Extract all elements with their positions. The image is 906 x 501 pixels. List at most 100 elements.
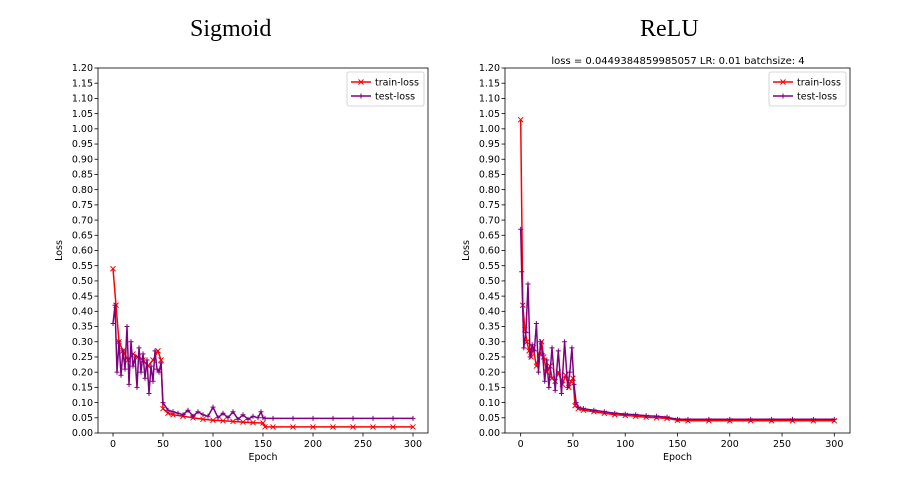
relu-x-tick-label: 200 xyxy=(721,439,739,450)
sigmoid-point-test-loss xyxy=(258,409,264,415)
relu-point-test-loss xyxy=(769,416,775,422)
sigmoid-panel-title: Sigmoid xyxy=(190,16,272,42)
relu-y-tick-label: 0.85 xyxy=(479,170,500,181)
sigmoid-y-tick-label: 0.25 xyxy=(72,352,93,363)
sigmoid-point-train-loss xyxy=(160,405,166,412)
sigmoid-point-test-loss xyxy=(130,363,136,369)
relu-point-test-loss xyxy=(664,414,670,420)
sigmoid-y-tick-label: 0.45 xyxy=(72,291,93,302)
sigmoid-point-test-loss xyxy=(200,412,206,418)
sigmoid-y-tick-label: 0.40 xyxy=(72,307,93,318)
sigmoid-y-tick-label: 0.20 xyxy=(72,367,93,378)
relu-y-tick-label: 0.65 xyxy=(479,230,500,241)
sigmoid-point-test-loss xyxy=(370,415,376,421)
sigmoid-point-test-loss xyxy=(114,369,120,375)
relu-x-tick-label: 300 xyxy=(825,439,843,450)
relu-legend-box xyxy=(768,71,847,107)
sigmoid-point-train-loss xyxy=(250,419,256,426)
sigmoid-point-train-loss xyxy=(158,357,164,363)
sigmoid-y-tick-label: 0.30 xyxy=(72,337,93,348)
sigmoid-legend-label-train-loss: train-loss xyxy=(375,77,419,88)
sigmoid-y-axis-label: Loss xyxy=(54,240,65,261)
relu-point-test-loss xyxy=(540,351,546,357)
relu-point-test-loss xyxy=(643,413,649,419)
sigmoid-point-test-loss xyxy=(180,412,186,418)
sigmoid-x-tick-label: 50 xyxy=(157,439,169,450)
relu-y-tick-label: 1.05 xyxy=(479,109,500,120)
relu-point-test-loss xyxy=(531,348,537,354)
relu-point-test-loss xyxy=(555,348,561,354)
relu-point-test-loss xyxy=(612,410,618,416)
sigmoid-point-train-loss xyxy=(270,424,276,430)
relu-x-tick-label: 150 xyxy=(668,439,686,450)
sigmoid-point-train-loss xyxy=(310,424,316,430)
sigmoid-point-test-loss xyxy=(128,339,134,345)
sigmoid-point-test-loss xyxy=(144,357,150,363)
relu-legend-label-train-loss: train-loss xyxy=(797,77,841,88)
sigmoid-point-train-loss xyxy=(155,348,161,354)
relu-point-test-loss xyxy=(601,409,607,415)
sigmoid-y-tick-label: 0.00 xyxy=(72,428,93,439)
sigmoid-x-tick-label: 200 xyxy=(304,439,322,450)
relu-point-test-loss xyxy=(529,342,535,348)
relu-point-test-loss xyxy=(591,407,597,413)
sigmoid-point-test-loss xyxy=(255,415,261,421)
sigmoid-point-test-loss xyxy=(225,415,231,421)
relu-x-tick-label: 250 xyxy=(773,439,791,450)
sigmoid-x-tick-label: 100 xyxy=(204,439,222,450)
sigmoid-point-test-loss xyxy=(175,410,181,416)
relu-y-tick-label: 0.60 xyxy=(479,246,500,257)
sigmoid-point-test-loss xyxy=(138,369,144,375)
relu-y-tick-label: 0.10 xyxy=(479,398,500,409)
relu-point-test-loss xyxy=(569,345,575,351)
sigmoid-point-test-loss xyxy=(165,407,171,413)
relu-point-test-loss xyxy=(565,384,571,390)
relu-point-test-loss xyxy=(552,387,558,393)
sigmoid-x-tick-label: 300 xyxy=(404,439,422,450)
sigmoid-point-test-loss xyxy=(230,409,236,415)
relu-point-test-loss xyxy=(533,321,539,326)
relu-y-tick-label: 0.30 xyxy=(479,337,500,348)
sigmoid-x-axis-label: Epoch xyxy=(248,452,277,463)
relu-point-test-loss xyxy=(633,412,639,418)
sigmoid-y-tick-label: 0.50 xyxy=(72,276,93,287)
sigmoid-point-train-loss xyxy=(262,424,268,430)
relu-point-test-loss xyxy=(575,404,581,410)
relu-y-tick-label: 0.95 xyxy=(479,139,500,150)
sigmoid-y-tick-label: 0.90 xyxy=(72,154,93,165)
sigmoid-point-train-loss xyxy=(165,410,171,417)
sigmoid-point-train-loss xyxy=(170,411,176,418)
relu-point-test-loss xyxy=(523,330,529,336)
sigmoid-y-tick-label: 1.15 xyxy=(72,78,93,89)
relu-legend-marker-test-loss xyxy=(780,93,786,99)
relu-x-tick-label: 0 xyxy=(518,439,524,450)
relu-point-test-loss xyxy=(521,345,527,351)
relu-x-axis-label: Epoch xyxy=(663,452,692,463)
relu-point-test-loss xyxy=(685,416,691,422)
relu-point-train-loss xyxy=(517,116,524,123)
sigmoid-y-tick-label: 1.00 xyxy=(72,124,93,135)
sigmoid-point-test-loss xyxy=(250,413,256,419)
relu-point-test-loss xyxy=(558,390,564,396)
sigmoid-point-test-loss xyxy=(330,415,336,421)
relu-point-test-loss xyxy=(573,400,579,406)
relu-y-tick-label: 0.70 xyxy=(479,215,500,226)
sigmoid-legend-marker-test-loss xyxy=(358,93,364,99)
relu-point-test-loss xyxy=(535,369,541,375)
sigmoid-point-train-loss xyxy=(350,424,356,430)
sigmoid-point-test-loss xyxy=(350,415,356,421)
sigmoid-legend-label-test-loss: test-loss xyxy=(375,91,415,102)
relu-point-test-loss xyxy=(527,354,533,360)
sigmoid-point-test-loss xyxy=(146,390,152,396)
sigmoid-point-train-loss xyxy=(410,424,416,430)
sigmoid-point-test-loss xyxy=(170,409,176,415)
sigmoid-point-test-loss xyxy=(240,412,246,418)
sigmoid-series-train-loss xyxy=(112,268,413,428)
relu-y-axis-label: Loss xyxy=(461,240,472,261)
relu-panel-title: ReLU xyxy=(640,16,699,42)
sigmoid-point-test-loss xyxy=(262,415,268,421)
relu-point-test-loss xyxy=(622,411,628,417)
relu-x-tick-label: 100 xyxy=(616,439,634,450)
relu-point-test-loss xyxy=(562,339,568,345)
sigmoid-point-test-loss xyxy=(132,354,138,360)
